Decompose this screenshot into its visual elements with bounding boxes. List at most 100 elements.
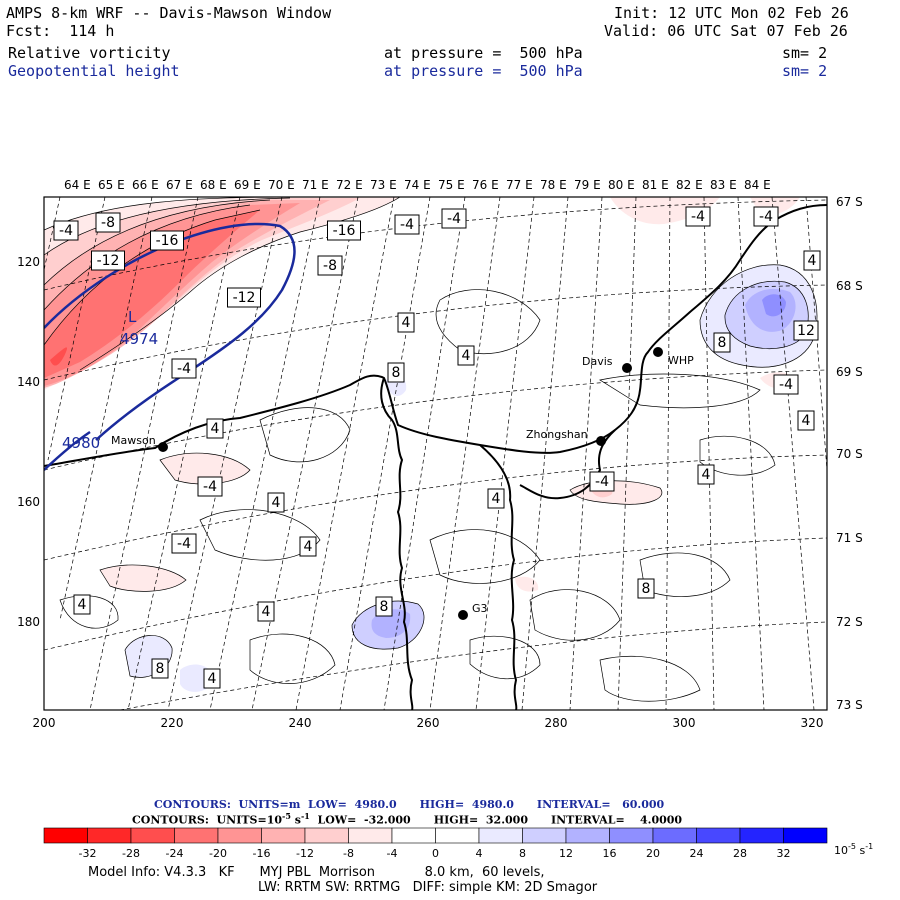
colorbar-segment xyxy=(43,827,88,844)
lon-label: 75 E xyxy=(438,178,465,192)
svg-text:4: 4 xyxy=(304,539,313,555)
lon-label: 79 E xyxy=(574,178,601,192)
vorticity-label: -8 xyxy=(317,255,343,276)
colorbar-segment xyxy=(783,827,828,844)
colorbar-tick: 16 xyxy=(603,847,617,860)
lon-label: 73 E xyxy=(370,178,397,192)
lat-label: 67 S xyxy=(836,195,863,209)
svg-text:-16: -16 xyxy=(333,223,356,239)
vorticity-label: 4 xyxy=(397,312,415,333)
station-label: WHP xyxy=(668,354,694,367)
colorbar-segment xyxy=(696,827,741,844)
physics-info: LW: RRTM SW: RRTMG DIFF: simple KM: 2D S… xyxy=(258,880,598,895)
y-tick-label: 120 xyxy=(17,255,40,269)
vorticity-label: -8 xyxy=(95,212,121,233)
svg-text:4: 4 xyxy=(262,604,271,620)
vorticity-label: 4 xyxy=(797,410,815,431)
colorbar-tick: -4 xyxy=(387,847,398,860)
vorticity-label: 8 xyxy=(151,658,169,679)
field1-name: Relative vorticity xyxy=(8,44,171,62)
svg-text:4: 4 xyxy=(702,467,711,483)
vorticity-contour-info: CONTOURS: UNITS=10-5 s-1 LOW= -32.000 HI… xyxy=(132,811,682,827)
vorticity-label: -4 xyxy=(441,208,467,229)
lat-label: 70 S xyxy=(836,447,863,461)
lon-label: 83 E xyxy=(710,178,737,192)
lat-label: 69 S xyxy=(836,365,863,379)
colorbar-segment xyxy=(261,827,306,844)
colorbar-tick: 32 xyxy=(777,847,791,860)
svg-text:-4: -4 xyxy=(400,217,414,233)
height-contour-units: CONTOURS: UNITS=m LOW= 4980.0 xyxy=(154,798,397,811)
svg-text:-4: -4 xyxy=(691,209,705,225)
station-marker xyxy=(653,347,663,357)
negative-vorticity-shading xyxy=(44,197,800,592)
vorticity-unit-exponent: -5 xyxy=(282,811,291,821)
vorticity-unit-seconds: s xyxy=(290,813,301,827)
x-tick-label: 220 xyxy=(161,716,184,730)
vorticity-contour-units: CONTOURS: UNITS=10 xyxy=(132,813,283,827)
lon-label: 77 E xyxy=(506,178,533,192)
svg-text:-8: -8 xyxy=(323,258,337,274)
colorbar: -32 -28 -24 -20 -16 -12 -8 -4 0 4 8 12 16 20 24 28 32 10… xyxy=(43,827,873,860)
station-marker xyxy=(158,442,168,452)
station-davis: Davis xyxy=(582,355,632,373)
vorticity-label: -12 xyxy=(91,250,125,271)
svg-text:8: 8 xyxy=(642,581,651,597)
vorticity-label: 8 xyxy=(637,578,655,599)
svg-text:4: 4 xyxy=(208,671,217,687)
field1-level: at pressure = 500 hPa xyxy=(384,44,583,62)
colorbar-segment xyxy=(217,827,262,844)
colorbar-segment xyxy=(609,827,654,844)
station-label: Davis xyxy=(582,355,613,368)
colorbar-tick: -32 xyxy=(79,847,97,860)
lon-label: 71 E xyxy=(302,178,329,192)
colorbar-tick: -20 xyxy=(209,847,227,860)
colorbar-tick: -12 xyxy=(296,847,314,860)
station-label: Mawson xyxy=(111,434,156,447)
vorticity-label: -4 xyxy=(53,220,79,241)
low-center-value: 4974 xyxy=(120,330,158,348)
init-time: Init: 12 UTC Mon 02 Feb 26 xyxy=(614,4,849,22)
vorticity-label: 4 xyxy=(203,668,221,689)
x-tick-label: 240 xyxy=(289,716,312,730)
model-info: Model Info: V4.3.3 KF MYJ PBL Morrison 8… xyxy=(88,865,545,880)
colorbar-tick: -24 xyxy=(166,847,184,860)
height-contour-high: HIGH= 4980.0 xyxy=(419,798,514,811)
y-tick-label: 160 xyxy=(17,495,40,509)
lon-label: 66 E xyxy=(132,178,159,192)
geopotential-height-contours xyxy=(44,222,296,471)
vorticity-contour-low: LOW= -32.000 xyxy=(309,813,411,827)
vorticity-label: 8 xyxy=(387,362,405,383)
lon-label: 72 E xyxy=(336,178,363,192)
colorbar-segment xyxy=(435,827,480,844)
lon-label: 78 E xyxy=(540,178,567,192)
svg-text:4: 4 xyxy=(808,253,817,269)
x-tick-label: 280 xyxy=(545,716,568,730)
x-tick-label: 260 xyxy=(417,716,440,730)
vorticity-label: -4 xyxy=(589,471,615,492)
field2-smoothing: sm= 2 xyxy=(782,62,828,80)
svg-text:-4: -4 xyxy=(59,223,73,239)
lon-label: 70 E xyxy=(268,178,295,192)
lon-label: 84 E xyxy=(744,178,771,192)
colorbar-tick: 0 xyxy=(432,847,439,860)
lat-label: 72 S xyxy=(836,615,863,629)
lon-label: 80 E xyxy=(608,178,635,192)
lat-label: 68 S xyxy=(836,279,863,293)
station-label: Zhongshan xyxy=(526,428,588,441)
svg-text:-4: -4 xyxy=(203,479,217,495)
vorticity-label: 12 xyxy=(793,320,819,341)
x-tick-label: 200 xyxy=(33,716,56,730)
vorticity-label: -4 xyxy=(171,358,197,379)
colorbar-tick: 4 xyxy=(476,847,483,860)
svg-text:-4: -4 xyxy=(779,377,793,393)
lat-label: 71 S xyxy=(836,531,863,545)
vorticity-label: -4 xyxy=(171,533,197,554)
colorbar-segment xyxy=(174,827,219,844)
y-tick-label: 140 xyxy=(17,375,40,389)
vorticity-label: 8 xyxy=(375,596,393,617)
svg-text:4: 4 xyxy=(272,495,281,511)
station-zhongshan: Zhongshan xyxy=(526,428,606,446)
coastline xyxy=(44,204,827,710)
